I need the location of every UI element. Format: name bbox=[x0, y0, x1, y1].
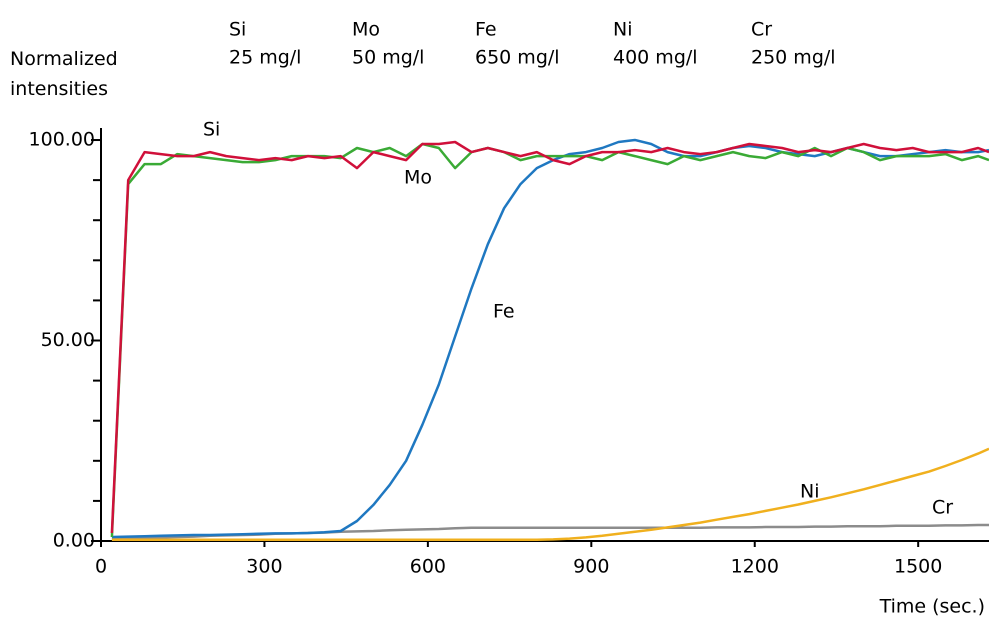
series-line bbox=[110, 140, 989, 534]
x-tick-label: 600 bbox=[410, 556, 446, 578]
series-label: Si bbox=[203, 119, 220, 141]
y-axis-label: Normalized intensities bbox=[10, 48, 118, 100]
x-tick-label: 0 bbox=[95, 556, 107, 578]
legend-name: Si bbox=[229, 19, 246, 41]
series-line bbox=[110, 142, 989, 538]
series-line bbox=[111, 447, 989, 542]
legend-concentration: 250 mg/l bbox=[751, 47, 836, 69]
series-line bbox=[111, 138, 989, 539]
series-label: Mo bbox=[404, 167, 432, 189]
legend-name: Ni bbox=[613, 19, 633, 41]
legend-concentration: 650 mg/l bbox=[475, 47, 560, 69]
legend-concentration: 50 mg/l bbox=[352, 47, 424, 69]
y-tick-label: 50.00 bbox=[41, 329, 95, 351]
series-label: Cr bbox=[932, 497, 953, 519]
x-tick-label: 900 bbox=[573, 556, 609, 578]
series-line bbox=[111, 523, 989, 541]
y-tick-label: 0.00 bbox=[53, 530, 95, 552]
series-label: Fe bbox=[493, 301, 515, 323]
x-tick-label: 1500 bbox=[894, 556, 942, 578]
legend-name: Mo bbox=[352, 19, 380, 41]
x-tick-label: 1200 bbox=[731, 556, 779, 578]
legend-name: Cr bbox=[751, 19, 772, 41]
x-tick-label: 300 bbox=[246, 556, 282, 578]
series-label: Ni bbox=[800, 481, 820, 503]
legend-name: Fe bbox=[475, 19, 497, 41]
y-tick-label: 100.00 bbox=[29, 129, 95, 151]
legend-concentration: 25 mg/l bbox=[229, 47, 301, 69]
x-axis-label: Time (sec.) bbox=[879, 596, 985, 618]
legend-concentration: 400 mg/l bbox=[613, 47, 698, 69]
